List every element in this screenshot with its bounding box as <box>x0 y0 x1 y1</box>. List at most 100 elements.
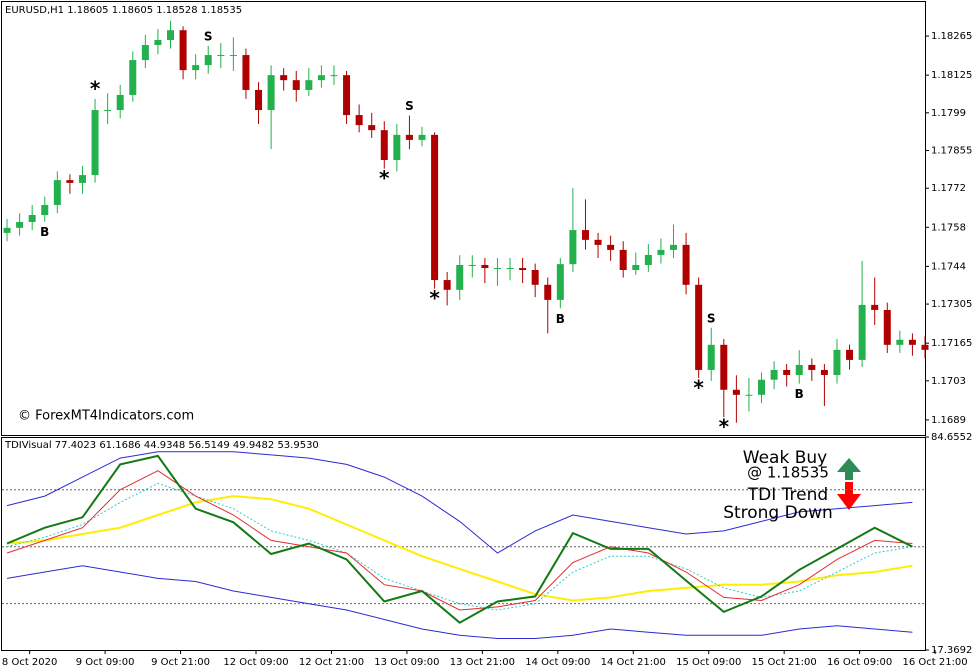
candle-body <box>682 244 690 285</box>
candle-body <box>619 249 627 271</box>
indicator-line <box>6 454 913 624</box>
x-tick-label: 9 Oct 09:00 <box>76 657 135 668</box>
candle-body <box>3 227 11 233</box>
candle-body <box>91 110 99 176</box>
candle-body <box>267 75 275 111</box>
y-tick-label: 1.18125 <box>931 70 972 81</box>
candle-body <box>405 134 413 140</box>
candle-body <box>519 268 527 271</box>
candle-body <box>229 55 237 57</box>
x-tick-label: 12 Oct 09:00 <box>223 657 288 668</box>
candle-body <box>167 30 175 40</box>
signal: B <box>556 312 565 326</box>
candle-body <box>858 304 866 360</box>
annotation: @ 1.18535 <box>747 464 829 482</box>
candle-body <box>846 349 854 360</box>
annotation: TDI Trend <box>747 485 828 505</box>
candle-body <box>896 339 904 345</box>
y-tick-label: 1.1799 <box>931 108 966 119</box>
candle-body <box>28 215 36 222</box>
candle-body <box>657 249 665 255</box>
candle-body <box>66 180 74 183</box>
candle-body <box>116 94 124 111</box>
candle-body <box>242 55 250 90</box>
x-tick-label: 8 Oct 2020 <box>2 657 57 668</box>
candle-body <box>758 379 766 395</box>
x-tick-label: 15 Oct 21:00 <box>752 657 817 668</box>
candle-body <box>280 75 288 81</box>
candle-body <box>368 125 376 131</box>
candle-body <box>305 80 313 90</box>
candle-body <box>217 55 225 57</box>
candle-body <box>468 264 476 266</box>
indicator-title: TDIVisual 77.4023 61.1686 44.9348 56.514… <box>4 440 319 451</box>
indicator-line <box>6 451 913 554</box>
y-tick-label: 1.17165 <box>931 338 972 349</box>
signal: S <box>204 29 213 43</box>
indicator-panel <box>1 437 926 651</box>
candle-body <box>808 364 816 370</box>
chart-title: EURUSD,H1 1.18605 1.18605 1.18528 1.1853… <box>5 5 242 16</box>
x-tick-label: 15 Oct 09:00 <box>676 657 741 668</box>
x-tick-label: 14 Oct 21:00 <box>601 657 666 668</box>
candle-body <box>443 280 451 290</box>
candle-body <box>141 44 149 61</box>
candle-body <box>783 369 791 375</box>
x-tick-label: 9 Oct 21:00 <box>151 657 210 668</box>
candle-body <box>833 349 841 375</box>
candle-body <box>192 65 200 71</box>
candle-body <box>820 369 828 375</box>
y-tick-label: 1.1772 <box>931 183 966 194</box>
candle-body <box>179 30 187 71</box>
candle-body <box>594 239 602 245</box>
candle-body <box>732 389 740 395</box>
candle-body <box>154 39 162 45</box>
candle-body <box>883 309 891 345</box>
candle-body <box>607 244 615 250</box>
candle-body <box>292 80 300 90</box>
candle-body <box>506 268 514 270</box>
x-tick-label: 16 Oct 21:00 <box>902 657 967 668</box>
signal: * <box>719 415 730 439</box>
candle-body <box>41 204 49 216</box>
signal: B <box>795 387 804 401</box>
candle-body <box>456 264 464 290</box>
candle-body <box>695 284 703 370</box>
candle-body <box>255 89 263 111</box>
candle-body <box>921 344 929 350</box>
candle-body <box>53 180 61 205</box>
candle-body <box>129 60 137 95</box>
candle-body <box>569 230 577 265</box>
candle-body <box>16 221 24 228</box>
signal: S <box>405 99 414 113</box>
y-tick-label: 1.1758 <box>931 222 966 233</box>
candle-body <box>531 270 539 285</box>
x-tick-label: 12 Oct 21:00 <box>299 657 364 668</box>
candle-body <box>431 134 439 281</box>
watermark: © ForexMT4Indicators.com <box>18 409 194 424</box>
candle-body <box>644 254 652 265</box>
candle-body <box>871 304 879 310</box>
arrow-down <box>837 482 861 510</box>
candle-body <box>745 394 753 396</box>
y-tick-label: 17.3692 <box>931 645 972 656</box>
candle-body <box>317 75 325 81</box>
annotation: Strong Down <box>723 503 833 523</box>
candle-body <box>581 230 589 240</box>
y-tick-label: 84.6552 <box>931 432 972 443</box>
candle-body <box>493 268 501 270</box>
candle-body <box>795 364 803 375</box>
y-tick-label: 1.1703 <box>931 376 966 387</box>
candle-body <box>104 110 112 112</box>
candle-body <box>544 284 552 300</box>
candle-body <box>393 134 401 161</box>
candle-body <box>330 75 338 77</box>
candle-body <box>720 344 728 390</box>
signal: B <box>40 225 49 239</box>
x-tick-label: 14 Oct 09:00 <box>525 657 590 668</box>
candle-body <box>204 55 212 66</box>
candle-body <box>908 339 916 345</box>
y-tick-label: 1.18265 <box>931 31 972 42</box>
y-tick-label: 1.1689 <box>931 415 966 426</box>
